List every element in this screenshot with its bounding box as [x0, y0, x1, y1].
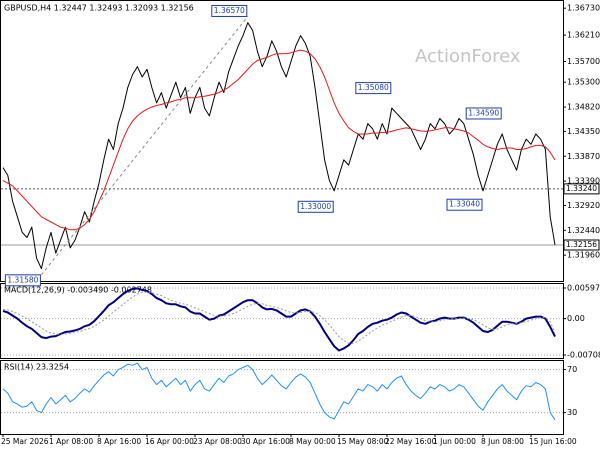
y-tick-label: 1.33390: [567, 177, 600, 186]
x-tick-label: 22 May 16:00: [385, 437, 437, 446]
macd-title: MACD(12,26,9) -0.003490 -0.002748: [4, 286, 152, 295]
y-tick-label: 1.35300: [567, 78, 600, 87]
x-tick-label: 1 Apr 08:00: [49, 437, 93, 446]
level-label: 1.32156: [566, 240, 597, 249]
annotation-box: [465, 107, 502, 120]
x-tick-label: 23 Apr 08:00: [193, 437, 242, 446]
y-tick-label: 0.005973: [567, 284, 600, 293]
series-line: [2, 287, 556, 352]
x-tick-label: 30 Apr 16:00: [241, 437, 290, 446]
chart-title: GBPUSD,H4 1.32447 1.32493 1.32093 1.3215…: [4, 4, 194, 13]
y-tick-label: 1.31960: [567, 251, 600, 260]
y-tick-label: 0.00: [567, 314, 585, 323]
watermark: ActionForex: [415, 46, 521, 67]
y-tick-label: 1.34820: [567, 103, 600, 112]
series-line: [2, 22, 556, 270]
y-tick-label: 1.34350: [567, 127, 600, 136]
annotation-label: 1.33040: [449, 200, 480, 209]
y-tick-label: 30: [567, 408, 577, 417]
x-tick-label: 8 Apr 16:00: [97, 437, 141, 446]
macd-panel: [0, 283, 564, 359]
price-panel: [0, 0, 564, 282]
x-tick-label: 8 May 00:00: [289, 437, 336, 446]
y-tick-label: -0.007086: [567, 351, 600, 360]
x-tick-label: 15 May 08:00: [337, 437, 389, 446]
trend-line: [41, 16, 249, 276]
series-line: [2, 49, 556, 231]
x-tick-label: 16 Apr 00:00: [145, 437, 194, 446]
annotation-box: [355, 82, 392, 95]
level-box: [563, 239, 600, 251]
annotation-box: [297, 200, 334, 213]
y-tick-label: 1.36210: [567, 31, 600, 40]
x-tick-label: 1 Jun 00:00: [433, 437, 476, 446]
y-tick-label: 1.36730: [567, 4, 600, 13]
annotation-label: 1.36570: [214, 6, 245, 15]
y-tick-label: 70: [567, 365, 577, 374]
x-tick-label: 8 Jun 08:00: [481, 437, 524, 446]
annotation-box: [211, 4, 248, 17]
annotation-label: 1.34590: [468, 108, 499, 117]
x-tick-label: 25 Mar 2026: [1, 437, 49, 446]
series-line: [2, 362, 556, 421]
annotation-box: [446, 198, 483, 211]
y-tick-label: 1.33870: [567, 152, 600, 161]
annotation-box: [4, 274, 41, 287]
annotation-label: 1.35080: [358, 83, 389, 92]
level-box: [563, 183, 600, 195]
rsi-title: RSI(14) 23.3254: [4, 363, 69, 372]
y-tick-label: 1.32440: [567, 226, 600, 235]
y-tick-label: 1.32920: [567, 201, 600, 210]
x-tick-label: 15 Jun 16:00: [529, 437, 577, 446]
series-line: [2, 291, 556, 344]
annotation-label: 1.33000: [300, 202, 331, 211]
rsi-panel: [0, 360, 564, 435]
y-tick-label: 1.35700: [567, 57, 600, 66]
level-label: 1.33240: [566, 184, 597, 193]
annotation-label: 1.31580: [7, 275, 38, 284]
